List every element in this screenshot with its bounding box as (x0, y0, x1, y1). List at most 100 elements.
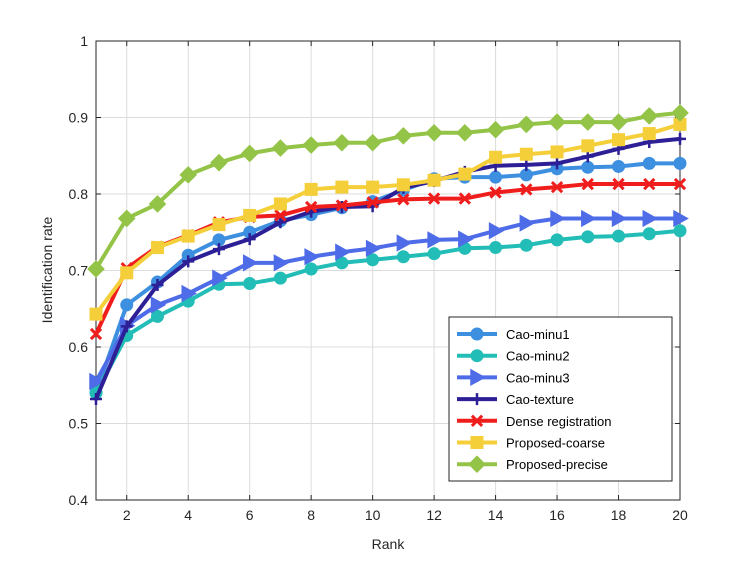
data-point (396, 234, 413, 252)
data-point (612, 159, 626, 173)
data-point (581, 139, 595, 153)
data-point (470, 349, 484, 363)
data-point (366, 196, 379, 209)
data-point (519, 147, 533, 161)
data-point (273, 254, 290, 272)
data-point (458, 167, 472, 181)
data-point (427, 231, 443, 249)
data-point (427, 173, 441, 187)
data-point (470, 327, 484, 341)
y-tick-label: 1 (80, 33, 88, 49)
data-point (148, 195, 167, 213)
data-point (643, 177, 656, 191)
data-point (87, 260, 105, 278)
data-point (304, 262, 318, 276)
series (87, 104, 689, 278)
data-point (335, 199, 349, 212)
data-point (611, 209, 628, 228)
data-point (363, 133, 382, 152)
y-tick-label: 0.9 (69, 110, 89, 126)
data-point (488, 222, 505, 240)
data-point (642, 156, 656, 170)
data-point (304, 248, 320, 266)
legend-label: Proposed-coarse (506, 436, 605, 451)
data-point (673, 209, 689, 228)
data-point (304, 182, 318, 196)
data-point (302, 136, 320, 154)
series-group (87, 104, 689, 406)
data-point (673, 177, 687, 191)
y-tick-label: 0.7 (69, 263, 89, 279)
data-point (120, 298, 134, 312)
data-point (640, 107, 659, 125)
data-point (612, 229, 626, 243)
data-point (179, 166, 198, 184)
data-point (90, 393, 102, 406)
x-tick-label: 20 (672, 507, 688, 523)
data-point (335, 180, 349, 194)
series (89, 117, 687, 321)
data-point (304, 200, 318, 214)
data-point (271, 139, 290, 157)
data-point (470, 368, 486, 387)
data-point (181, 284, 198, 303)
y-tick-label: 0.5 (69, 416, 89, 432)
data-point (150, 296, 167, 314)
x-axis-label: Rank (372, 536, 406, 552)
data-point (548, 113, 566, 131)
data-point (470, 436, 484, 449)
data-point (427, 247, 441, 261)
data-point (642, 227, 656, 241)
data-point (210, 153, 228, 172)
data-point (273, 271, 287, 285)
data-point (581, 230, 595, 244)
data-point (120, 266, 134, 280)
data-point (365, 239, 382, 257)
data-point (335, 243, 351, 261)
data-point (212, 243, 225, 256)
x-tick-label: 8 (307, 507, 315, 523)
data-point (240, 144, 259, 163)
legend: Cao-minu1 Cao-minu2 Cao-minu3 Cao-texture De… (448, 316, 673, 482)
series (90, 132, 686, 406)
data-point (671, 104, 689, 122)
x-tick-label: 6 (246, 507, 254, 523)
data-point (274, 216, 287, 229)
data-point (397, 193, 410, 206)
x-tick-label: 4 (184, 507, 192, 523)
data-point (581, 209, 597, 228)
data-point (182, 255, 195, 268)
data-point (427, 192, 441, 205)
data-point (243, 277, 257, 291)
y-tick-label: 0.6 (69, 339, 89, 355)
legend-label: Cao-minu1 (506, 327, 570, 342)
data-point (89, 307, 103, 321)
x-tick-label: 18 (611, 507, 627, 523)
data-point (612, 133, 626, 147)
x-tick-label: 2 (123, 507, 131, 523)
data-point (519, 214, 536, 232)
data-point (333, 133, 351, 152)
data-point (674, 132, 686, 145)
data-point (274, 209, 287, 222)
data-point (550, 180, 564, 194)
data-point (578, 113, 597, 131)
data-point (470, 414, 484, 427)
y-tick-label: 0.8 (69, 186, 89, 202)
x-tick-label: 12 (426, 507, 442, 523)
data-point (550, 145, 564, 159)
data-point (458, 230, 474, 248)
data-point (117, 209, 136, 228)
legend-label: Dense registration (506, 414, 612, 429)
data-point (181, 229, 195, 243)
data-point (120, 320, 133, 333)
data-point (612, 177, 625, 191)
data-point (581, 150, 594, 163)
data-point (243, 233, 256, 246)
data-point (517, 115, 536, 134)
data-point (519, 238, 533, 252)
data-point (550, 233, 564, 247)
data-point (609, 113, 628, 131)
data-point (242, 254, 259, 272)
